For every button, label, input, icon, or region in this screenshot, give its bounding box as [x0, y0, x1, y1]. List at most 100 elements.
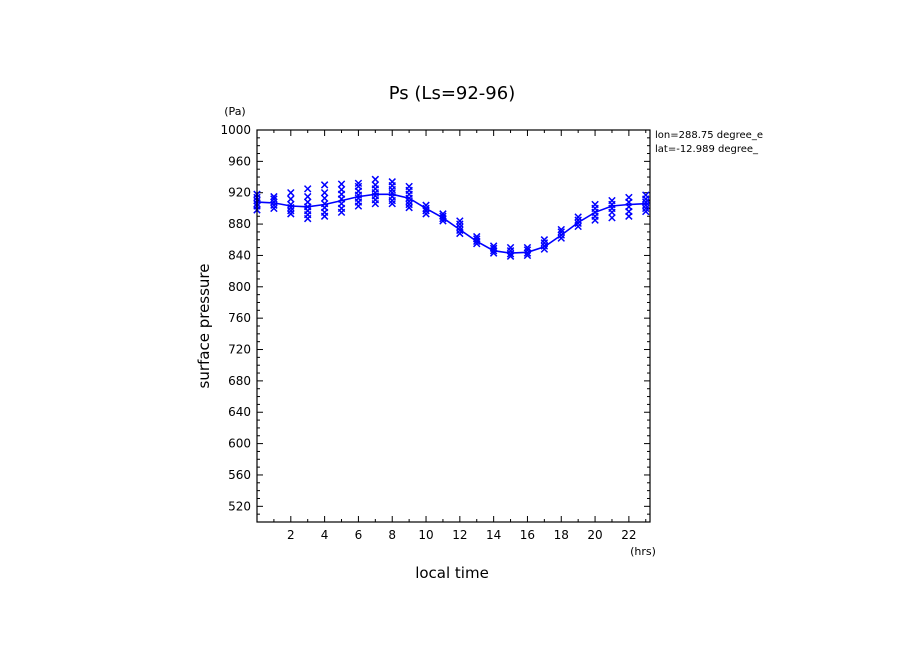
marker-stroke: [287, 200, 295, 209]
marker-stroke: [320, 181, 329, 189]
scatter-marker: [287, 203, 295, 212]
y-tick-label: 880: [228, 217, 251, 231]
scatter-marker: [354, 182, 363, 191]
y-tick-label: 800: [228, 280, 251, 294]
scatter-marker: [337, 185, 346, 194]
marker-stroke: [608, 196, 616, 205]
marker-stroke: [337, 180, 346, 188]
marker-stroke: [608, 214, 616, 222]
chart-title: Ps (Ls=92-96): [389, 83, 515, 104]
scatter-marker: [557, 228, 565, 236]
scatter-marker: [270, 201, 278, 209]
y-tick-label: 840: [228, 248, 251, 262]
y-tick-label: 520: [228, 499, 251, 513]
x-tick-label: 8: [388, 528, 396, 542]
scatter-marker: [388, 188, 396, 197]
marker-stroke: [422, 204, 430, 213]
marker-stroke: [422, 201, 430, 209]
marker-stroke: [642, 198, 650, 206]
scatter-marker: [540, 245, 549, 253]
scatter-marker: [287, 195, 295, 203]
marker-stroke: [422, 207, 430, 215]
marker-stroke: [270, 192, 278, 201]
scatter-marker: [642, 198, 650, 206]
scatter-marker: [320, 181, 329, 189]
marker-stroke: [506, 247, 515, 255]
scatter-marker: [320, 194, 329, 202]
scatter-marker: [506, 250, 515, 258]
scatter-marker: [371, 175, 380, 184]
scatter-marker: [456, 226, 464, 235]
marker-stroke: [270, 195, 278, 203]
marker-stroke: [303, 192, 312, 201]
y-tick-label: 920: [228, 186, 251, 200]
marker-stroke: [456, 226, 464, 235]
y-unit-label: (Pa): [224, 105, 245, 118]
marker-stroke: [287, 188, 295, 197]
scatter-marker: [456, 223, 464, 231]
scatter-marker: [422, 204, 430, 213]
marker-stroke: [574, 222, 582, 231]
marker-stroke: [456, 229, 464, 238]
marker-stroke: [287, 195, 295, 203]
scatter-marker: [574, 219, 582, 228]
marker-stroke: [287, 203, 295, 212]
marker-stroke: [506, 252, 515, 260]
marker-stroke: [320, 199, 329, 208]
marker-stroke: [270, 198, 278, 206]
scatter-marker: [337, 180, 346, 188]
y-tick-label: 640: [228, 405, 251, 419]
scatter-marker: [270, 195, 278, 203]
y-axis-title: surface pressure: [195, 264, 213, 389]
marker-stroke: [270, 201, 278, 209]
scatter-marker: [523, 243, 532, 252]
marker-stroke: [574, 213, 582, 221]
y-tick-label: 560: [228, 468, 251, 482]
scatter-marker: [642, 207, 650, 216]
scatter-marker: [320, 188, 329, 197]
scatter-marker: [608, 214, 616, 222]
scatter-marker: [270, 192, 278, 201]
marker-stroke: [422, 210, 430, 218]
x-unit-label: (hrs): [630, 545, 656, 558]
marker-stroke: [287, 207, 295, 215]
marker-stroke: [523, 251, 532, 260]
scatter-marker: [287, 188, 295, 197]
scatter-marker: [354, 179, 363, 188]
scatter-marker: [523, 251, 532, 260]
marker-stroke: [523, 249, 532, 257]
marker-stroke: [405, 200, 413, 209]
marker-stroke: [557, 228, 565, 236]
mean-line-layer: [256, 193, 651, 254]
marker-stroke: [473, 232, 481, 241]
x-tick-label: 4: [321, 528, 329, 542]
lon-annotation: lon=288.75 degree_e: [655, 130, 763, 141]
scatter-marker: [489, 244, 498, 253]
marker-stroke: [371, 192, 380, 200]
marker-stroke: [405, 182, 413, 191]
marker-stroke: [456, 217, 464, 225]
marker-stroke: [354, 182, 363, 191]
marker-stroke: [388, 178, 396, 186]
scatter-marker: [439, 212, 447, 220]
scatter-marker: [473, 232, 481, 241]
marker-stroke: [388, 188, 396, 197]
y-tick-label: 960: [228, 154, 251, 168]
scatter-marker: [405, 182, 413, 191]
scatter-marker: [287, 200, 295, 209]
marker-stroke: [523, 243, 532, 252]
scatter-marker: [625, 193, 633, 202]
marker-stroke: [405, 203, 413, 212]
marker-stroke: [642, 191, 650, 199]
marker-stroke: [574, 216, 582, 224]
scatter-marker: [422, 201, 430, 209]
marker-stroke: [523, 246, 532, 254]
scatter-marker: [371, 181, 380, 189]
scatter-marker: [456, 217, 464, 225]
scatter-marker: [540, 239, 549, 247]
marker-stroke: [337, 185, 346, 194]
marker-stroke: [320, 194, 329, 202]
scatter-marker: [557, 231, 565, 239]
y-tick-label: 720: [228, 343, 251, 357]
y-tick-label: 1000: [220, 123, 251, 137]
